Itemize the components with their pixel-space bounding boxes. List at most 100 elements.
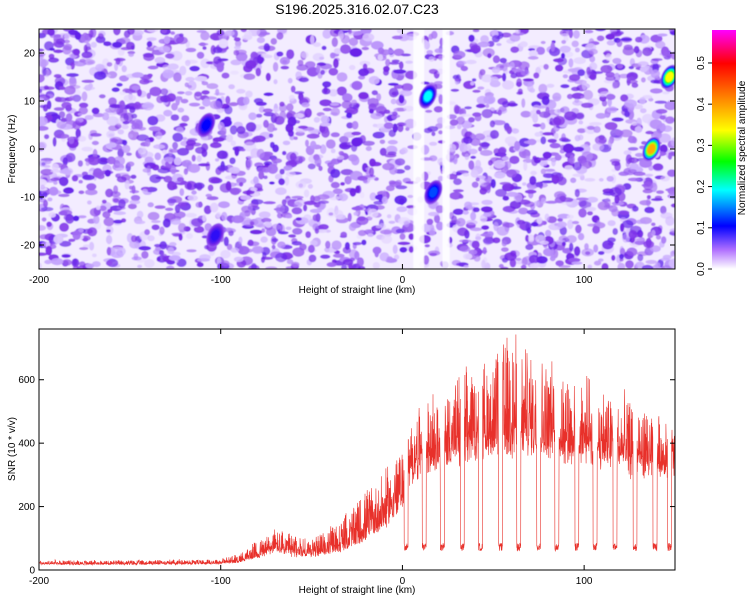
heatmap-cell bbox=[578, 208, 587, 218]
heatmap-cell bbox=[549, 142, 561, 149]
heatmap-cell bbox=[263, 201, 276, 205]
heatmap-cell bbox=[571, 86, 580, 92]
heatmap-cell bbox=[56, 133, 70, 139]
heatmap-cell bbox=[171, 251, 181, 257]
heatmap-cell bbox=[72, 120, 82, 130]
heatmap-cell bbox=[605, 53, 612, 62]
heatmap-cell bbox=[186, 182, 192, 190]
heatmap-cell bbox=[187, 138, 198, 142]
heatmap-cell bbox=[332, 188, 343, 195]
heatmap-cell bbox=[45, 69, 52, 76]
heatmap-cell bbox=[580, 95, 585, 99]
heatmap-cell bbox=[265, 72, 271, 82]
heatmap-cell bbox=[397, 241, 411, 246]
heatmap-cell bbox=[53, 49, 64, 54]
heatmap-cell bbox=[501, 183, 515, 192]
heatmap-cell bbox=[256, 148, 265, 159]
heatmap-cell bbox=[352, 241, 363, 246]
colorbar-gradient bbox=[712, 30, 736, 269]
heatmap-cell bbox=[496, 226, 509, 236]
heatmap-cell bbox=[249, 221, 255, 226]
heatmap-cell bbox=[515, 29, 521, 34]
heatmap-cell bbox=[504, 136, 517, 145]
heatmap-cell bbox=[239, 182, 244, 187]
heatmap-cell bbox=[126, 152, 132, 156]
heatmap-cell bbox=[493, 159, 506, 169]
heatmap-cell bbox=[191, 190, 197, 195]
heatmap-cell bbox=[121, 218, 127, 223]
heatmap-cell bbox=[163, 35, 171, 45]
heatmap-cell bbox=[568, 257, 581, 263]
heatmap-cell bbox=[606, 175, 614, 182]
heatmap-cell bbox=[393, 69, 407, 74]
heatmap-cell bbox=[174, 204, 181, 214]
heatmap-cell bbox=[480, 233, 492, 237]
heatmap-cell bbox=[340, 44, 351, 54]
heatmap-cell bbox=[340, 231, 348, 238]
heatmap-cell bbox=[585, 206, 597, 212]
heatmap-cell bbox=[44, 86, 55, 91]
heatmap-cell bbox=[468, 34, 475, 42]
heatmap-cell bbox=[59, 222, 69, 232]
heatmap-cell bbox=[95, 63, 105, 72]
heatmap-cell bbox=[338, 150, 345, 156]
heatmap-cell bbox=[583, 89, 594, 100]
heatmap-cell bbox=[198, 42, 209, 46]
heatmap-cell bbox=[173, 157, 182, 166]
heatmap-cell bbox=[665, 188, 675, 192]
heatmap-cell bbox=[534, 132, 542, 137]
heatmap-cell bbox=[348, 37, 359, 46]
heatmap-cell bbox=[81, 91, 88, 102]
heatmap-cell bbox=[471, 240, 480, 249]
heatmap-cell bbox=[124, 179, 130, 190]
heatmap-cell bbox=[82, 244, 91, 248]
heatmap-cell bbox=[474, 133, 486, 141]
heatmap-cell bbox=[506, 191, 519, 197]
heatmap-cell bbox=[658, 133, 672, 143]
heatmap-cell bbox=[381, 196, 388, 204]
heatmap-cell bbox=[58, 193, 70, 198]
heatmap-cell bbox=[600, 64, 613, 74]
heatmap-cell bbox=[475, 159, 482, 169]
heatmap-cell bbox=[218, 201, 230, 209]
spectrogram-ytick-label: -10 bbox=[21, 193, 36, 204]
heatmap-cell bbox=[525, 244, 534, 251]
heatmap-cell bbox=[597, 251, 605, 255]
heatmap-cell bbox=[237, 245, 250, 255]
heatmap-cell bbox=[212, 137, 225, 142]
heatmap-cell bbox=[351, 131, 362, 136]
heatmap-cell bbox=[79, 247, 89, 251]
heatmap-cell bbox=[425, 109, 433, 113]
heatmap-cell bbox=[641, 77, 646, 83]
heatmap-cell bbox=[639, 97, 646, 105]
heatmap-cell bbox=[248, 112, 257, 121]
heatmap-cell bbox=[645, 130, 654, 135]
heatmap-cell bbox=[470, 169, 479, 178]
heatmap-cell bbox=[522, 182, 527, 186]
heatmap-cell bbox=[64, 32, 70, 40]
heatmap-cell bbox=[388, 129, 396, 138]
heatmap-cell bbox=[372, 131, 385, 139]
heatmap-cell bbox=[319, 203, 325, 211]
heatmap-cell bbox=[482, 237, 495, 245]
heatmap-cell bbox=[662, 51, 672, 59]
heatmap-cell bbox=[560, 33, 569, 37]
heatmap-cell bbox=[116, 82, 123, 87]
heatmap-cell bbox=[77, 160, 83, 167]
heatmap-cell bbox=[263, 175, 268, 180]
heatmap-cell bbox=[490, 76, 499, 84]
colorbar-ticks: 0.0 0.1 0.2 0.3 0.4 0.5 bbox=[696, 56, 712, 276]
heatmap-cell bbox=[550, 41, 556, 52]
heatmap-cell bbox=[92, 261, 101, 268]
heatmap-cell bbox=[472, 207, 480, 213]
heatmap-cell bbox=[523, 201, 535, 208]
heatmap-cell bbox=[166, 265, 175, 269]
heatmap-cell bbox=[233, 256, 244, 262]
heatmap-cell bbox=[186, 233, 193, 239]
heatmap-cell bbox=[39, 97, 45, 101]
heatmap-cell bbox=[585, 251, 591, 256]
heatmap-cell bbox=[146, 92, 151, 100]
heatmap-cell bbox=[102, 211, 111, 219]
heatmap-cell bbox=[561, 40, 567, 44]
heatmap-cell bbox=[162, 218, 171, 228]
